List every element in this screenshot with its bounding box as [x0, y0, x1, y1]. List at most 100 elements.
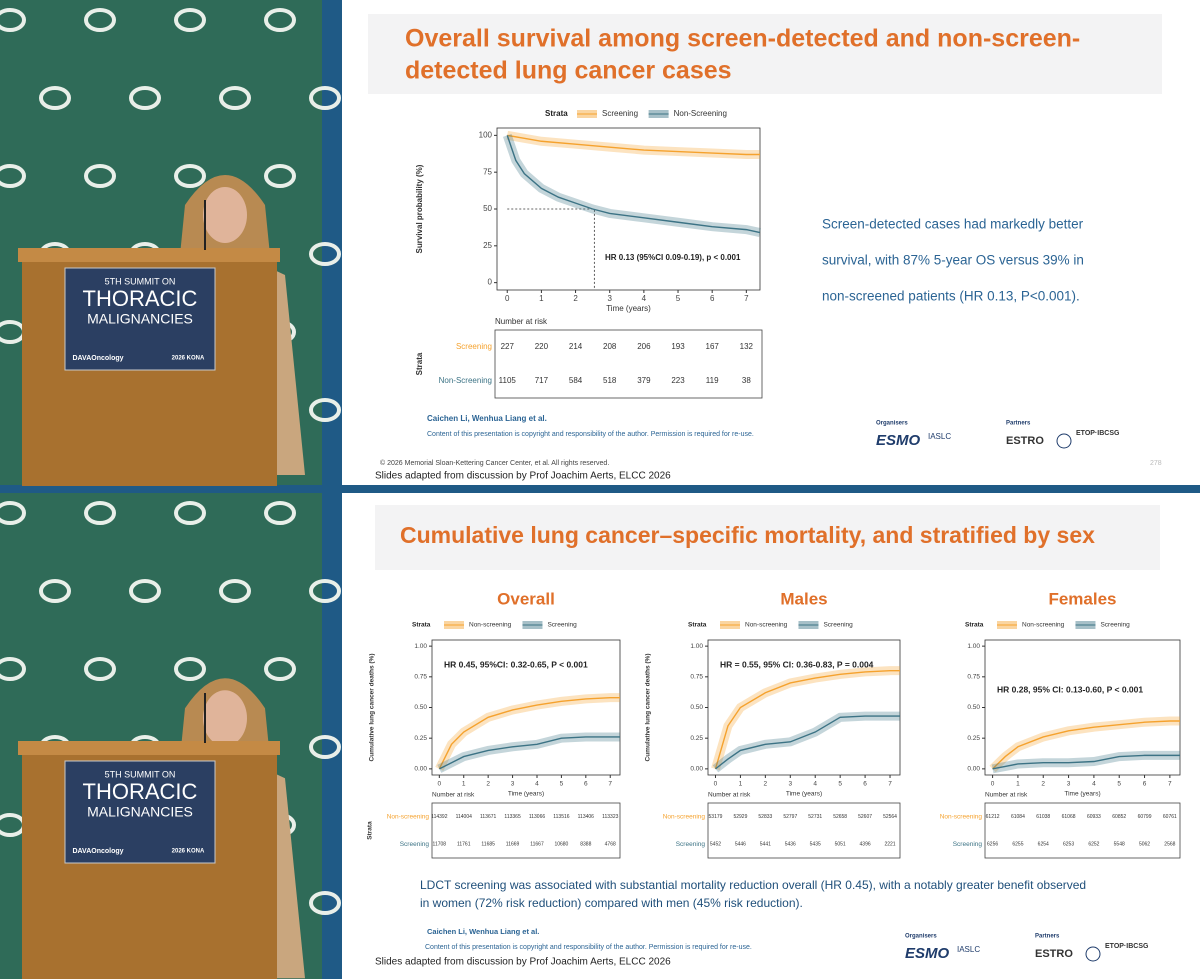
risk-row-name: Screening [456, 342, 492, 351]
logo: IASLC [957, 945, 980, 954]
risk-value: 5435 [810, 842, 821, 848]
sign-badge: 2026 KONA [172, 849, 205, 855]
backdrop-logo [129, 86, 161, 110]
risk-table-title: Number at risk [708, 792, 751, 799]
x-tick-label: 1 [462, 781, 466, 788]
y-tick-label: 0 [488, 278, 493, 287]
logo-icon [1085, 946, 1101, 962]
risk-value: 193 [671, 342, 685, 351]
y-tick-label: 25 [483, 241, 492, 250]
x-axis-label: Time (years) [786, 791, 822, 798]
risk-value: 52833 [758, 814, 772, 820]
annotation: HR = 0.55, 95% CI: 0.36-0.83, P = 0.004 [720, 659, 874, 669]
risk-value: 4768 [605, 842, 616, 848]
backdrop-logo [309, 735, 341, 759]
risk-value: 6252 [1088, 842, 1099, 848]
y-tick-label: 1.00 [967, 643, 980, 650]
title-band [368, 14, 1162, 94]
legend-label: Screening [547, 622, 577, 629]
title-band [375, 505, 1160, 570]
logo-heading: Organisers [905, 934, 937, 940]
backdrop-logo [264, 657, 296, 681]
curve [439, 736, 620, 770]
risk-value: 114004 [456, 814, 473, 820]
x-tick-label: 1 [739, 781, 743, 788]
risk-value: 114392 [431, 814, 448, 820]
y-tick-label: 0.25 [967, 735, 980, 742]
y-tick-label: 0.00 [690, 766, 703, 773]
backdrop-logo [309, 579, 341, 603]
backdrop-logo [219, 86, 251, 110]
curve [714, 669, 900, 770]
backdrop-logo [309, 242, 341, 266]
slide-title: Overall survival among screen-detected a… [405, 25, 1080, 53]
risk-value: 11708 [433, 842, 447, 848]
risk-row-name: Non-screening [940, 813, 983, 820]
risk-value: 60852 [1112, 814, 1126, 820]
risk-value: 5452 [710, 842, 721, 848]
risk-value: 52564 [883, 814, 897, 820]
x-tick-label: 5 [838, 781, 842, 788]
legend-label: Screening [823, 622, 853, 629]
speaker-frame [0, 501, 341, 979]
y-tick-label: 0.50 [690, 704, 703, 711]
panel-title: Overall [497, 589, 555, 608]
curve [507, 134, 760, 156]
risk-table-frame [707, 802, 901, 859]
authors: Caichen Li, Wenhua Liang et al. [427, 414, 547, 423]
x-tick-label: 0 [714, 781, 718, 788]
logo-icon [1056, 433, 1072, 449]
legend-label: Screening [602, 109, 638, 118]
x-tick-label: 4 [642, 294, 647, 303]
caption: Slides adapted from discussion by Prof J… [375, 957, 671, 968]
legend-title: Strata [688, 622, 707, 629]
backdrop-logo [0, 657, 26, 681]
risk-value: 208 [603, 342, 617, 351]
sign-badge: 2026 KONA [172, 356, 205, 362]
risk-value: 52797 [783, 814, 797, 820]
strata-label: Strata [367, 821, 374, 840]
backdrop-logo [129, 579, 161, 603]
annotation: HR 0.45, 95%CI: 0.32-0.65, P < 0.001 [444, 659, 588, 669]
backdrop-logo [309, 398, 341, 422]
risk-value: 2568 [1164, 842, 1175, 848]
legend-title: Strata [545, 109, 568, 118]
summary-text: Screen-detected cases had markedly bette… [822, 217, 1084, 232]
risk-value: 11761 [457, 842, 471, 848]
x-tick-label: 0 [505, 294, 510, 303]
y-tick-label: 0.50 [967, 704, 980, 711]
y-tick-label: 0.75 [967, 674, 980, 681]
sign-text: 5TH SUMMIT ON [105, 769, 176, 779]
risk-value: 53179 [709, 814, 723, 820]
logo: ESTRO [1035, 948, 1073, 960]
x-tick-label: 7 [608, 781, 612, 788]
risk-table-title: Number at risk [495, 317, 548, 326]
risk-value: 206 [637, 342, 651, 351]
risk-value: 2221 [884, 842, 895, 848]
x-tick-label: 6 [584, 781, 588, 788]
risk-value: 11669 [506, 842, 520, 848]
risk-table-frame [431, 802, 621, 859]
risk-value: 113516 [553, 814, 570, 820]
x-tick-label: 4 [813, 781, 817, 788]
risk-value: 113365 [504, 814, 521, 820]
logo: ETOP·IBCSG [1105, 943, 1149, 950]
y-axis-label: Cumulative lung cancer deaths (%) [369, 654, 376, 762]
risk-value: 60799 [1138, 814, 1152, 820]
logo-heading: Partners [1006, 421, 1031, 427]
risk-row-name: Non-screening [387, 813, 430, 820]
y-tick-label: 100 [479, 130, 493, 139]
legend-title: Strata [965, 622, 984, 629]
x-tick-label: 2 [573, 294, 578, 303]
backdrop-logo [309, 86, 341, 110]
risk-value: 5441 [760, 842, 771, 848]
x-tick-label: 5 [560, 781, 564, 788]
x-tick-label: 0 [991, 781, 995, 788]
risk-value: 113066 [529, 814, 546, 820]
risk-value: 1105 [499, 376, 517, 385]
y-tick-label: 0.25 [414, 735, 427, 742]
slide-title: Cumulative lung cancer–specific mortalit… [400, 522, 1095, 548]
backdrop-logo [174, 657, 206, 681]
summary-text: survival, with 87% 5-year OS versus 39% … [822, 253, 1084, 268]
